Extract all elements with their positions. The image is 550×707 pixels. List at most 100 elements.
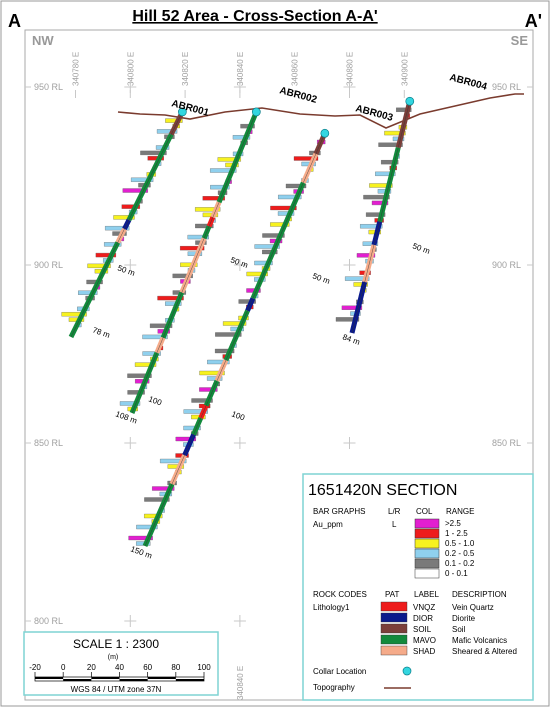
hole-end-depth: 84 m — [341, 332, 361, 347]
legend-range-swatch — [414, 538, 440, 549]
legend-pat-header: PAT — [385, 590, 399, 599]
section-end-right: A' — [525, 11, 542, 31]
topography-layer — [117, 93, 524, 129]
legend-section-title: 1651420N SECTION — [308, 482, 457, 499]
au-bar — [363, 194, 390, 200]
legend-range-swatch — [414, 548, 440, 559]
legend-rock-swatch — [380, 645, 408, 656]
scale-tick-label: 0 — [61, 663, 66, 672]
collar-icon — [251, 107, 261, 117]
legend: 1651420N SECTION BAR GRAPHS L/R COL RANG… — [302, 473, 534, 701]
hole-mid-depth: 50 m — [229, 255, 249, 270]
drill-traces — [68, 96, 415, 547]
legend-rock-description: Vein Quartz — [452, 603, 494, 612]
scale-ticks: -20 0 20 40 60 80 100 — [29, 663, 211, 677]
hole-end-depth: 78 m — [91, 325, 111, 340]
legend-rock-description: Diorite — [452, 614, 476, 623]
legend-rock-description: Mafic Volcanics — [452, 636, 507, 645]
hole-name: ABR001 — [170, 98, 210, 119]
legend-topography: Topography — [313, 683, 355, 692]
easting-label: 340820 E — [181, 52, 190, 86]
rl-label-right: 850 RL — [492, 438, 521, 448]
collar-icon — [178, 107, 187, 117]
hole-mid-depth: 50 m — [116, 263, 136, 278]
legend-range-label: 1 - 2.5 — [445, 529, 468, 538]
legend-rock-code: DIOR — [413, 614, 433, 623]
scale-title: SCALE 1 : 2300 — [73, 637, 159, 651]
scale-unit: (m) — [108, 654, 119, 661]
legend-rock-code: VNQZ — [413, 603, 435, 612]
hole-end-depth: 150 m — [129, 544, 153, 560]
legend-frame — [302, 473, 534, 701]
easting-label: 340880 E — [346, 52, 355, 86]
legend-rock-code: MAVO — [413, 636, 436, 645]
easting-label: 340800 E — [126, 52, 135, 86]
scale-box: SCALE 1 : 2300 (m) -20 0 20 40 60 80 100 WGS 8… — [23, 631, 219, 696]
easting-label: 340840 E — [236, 52, 245, 86]
hole-name: ABR002 — [278, 85, 318, 106]
scale-tick-label: 60 — [143, 663, 152, 672]
legend-range-label: 0.5 - 1.0 — [445, 539, 475, 548]
legend-ranges: >2.51 - 2.50.5 - 1.00.2 - 0.50.1 - 0.20 … — [414, 518, 475, 579]
rl-label-left: 950 RL — [34, 82, 63, 92]
topography-line — [117, 93, 524, 129]
legend-range-label: 0 - 0.1 — [445, 569, 468, 578]
trace-outline — [131, 111, 257, 414]
hole-mid-depth: 50 m — [311, 271, 331, 286]
legend-range-header: RANGE — [446, 507, 474, 516]
legend-range-label: 0.2 - 0.5 — [445, 549, 475, 558]
rl-label-right: 950 RL — [492, 82, 521, 92]
legend-rock-swatch — [380, 634, 408, 645]
trace-outline — [70, 111, 183, 338]
direction-se: SE — [511, 33, 529, 48]
grid: 340780 E 340800 E 340820 E 340840 E 340860 E… — [25, 52, 533, 700]
section-title: Hill 52 Area - Cross-Section A-A' — [132, 8, 377, 25]
rl-label-left: 800 RL — [34, 616, 63, 626]
scale-bar-segment — [147, 677, 176, 679]
easting-label: 340780 E — [72, 52, 81, 86]
legend-rock-codes-header: ROCK CODES — [313, 590, 367, 599]
scale-bar-segment — [119, 679, 148, 681]
scale-tick-label: 80 — [171, 663, 180, 672]
scale-tick-label: -20 — [29, 663, 41, 672]
scale-bar-segment — [91, 677, 120, 679]
hole-extra-depth: 100 — [147, 394, 163, 407]
legend-range-label: 0.1 - 0.2 — [445, 559, 475, 568]
plot-frame — [24, 29, 534, 701]
legend-lithology-field: Lithology1 — [313, 603, 350, 612]
collar-icon — [405, 96, 415, 106]
direction-nw: NW — [32, 33, 54, 48]
legend-rock-code: SOIL — [413, 625, 432, 634]
legend-label-header: LABEL — [414, 590, 439, 599]
scale-bar-segments — [35, 677, 204, 681]
legend-rock-description: Soil — [452, 625, 466, 634]
legend-range-swatch — [414, 528, 440, 539]
easting-label: 340860 E — [291, 52, 300, 86]
legend-rocks: VNQZ Vein Quartz DIOR Diorite SOIL Soil MAVO Ma… — [380, 601, 517, 656]
scale-frame — [23, 631, 219, 696]
hole-extra-depth: 100 — [230, 409, 246, 422]
rl-label-right: 900 RL — [492, 260, 521, 270]
scale-tick-label: 20 — [87, 663, 96, 672]
collar-icon — [320, 128, 330, 138]
rl-label-left: 850 RL — [34, 438, 63, 448]
easting-label-bottom: 340840 E — [236, 666, 245, 700]
legend-description-header: DESCRIPTION — [452, 590, 507, 599]
rl-label-left: 900 RL — [34, 260, 63, 270]
legend-rock-swatch — [380, 601, 408, 612]
legend-variable: Au_ppm — [313, 520, 343, 529]
scale-datum: WGS 84 / UTM zone 37N — [71, 685, 162, 694]
legend-lr-header: L/R — [388, 507, 401, 516]
scale-bar-segment — [63, 679, 92, 681]
legend-collar-location: Collar Location — [313, 667, 366, 676]
scale-tick-label: 100 — [197, 663, 211, 672]
legend-range-label: >2.5 — [445, 519, 461, 528]
legend-variable-side: L — [392, 520, 397, 529]
scale-bar-segment — [175, 679, 204, 681]
trace-outline — [144, 133, 326, 547]
hole-mid-depth: 50 m — [411, 241, 431, 256]
scale-bar-segment — [35, 677, 64, 679]
legend-rock-description: Sheared & Altered — [452, 647, 517, 656]
